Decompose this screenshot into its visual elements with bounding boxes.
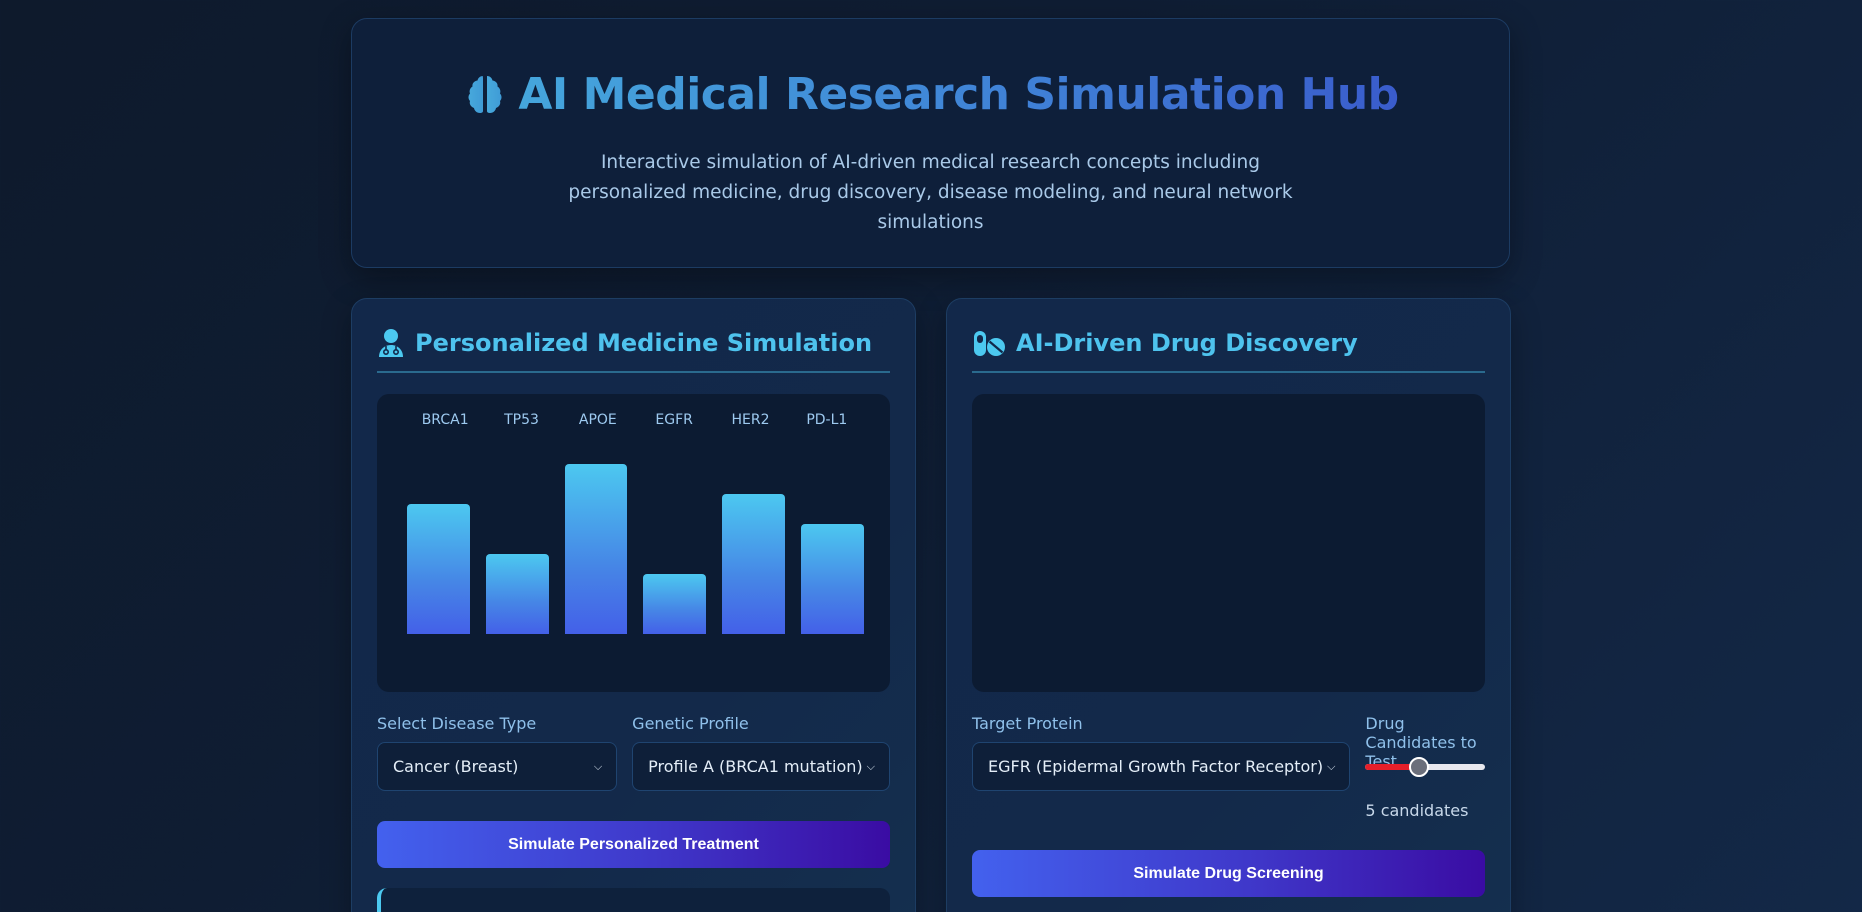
disease-type-select[interactable]: Cancer (Breast) ⌵ <box>377 742 618 791</box>
drug-controls: Target Protein EGFR (Epidermal Growth Fa… <box>972 714 1485 820</box>
simulation-grid: Personalized Medicine Simulation BRCA1 T… <box>351 298 1511 912</box>
page-subtitle: Interactive simulation of AI-driven medi… <box>568 151 1293 233</box>
slider-track[interactable] <box>1365 756 1485 777</box>
personalized-medicine-card: Personalized Medicine Simulation BRCA1 T… <box>351 298 916 912</box>
genetic-profile-value: Profile A (BRCA1 mutation) <box>648 757 863 776</box>
disease-type-label: Select Disease Type <box>377 714 537 733</box>
drug-candidates-value: 5 candidates <box>1365 801 1469 820</box>
drug-candidates-group: Drug Candidates to Test 5 candidates <box>1365 714 1485 820</box>
drug-discovery-card: AI-Driven Drug Discovery Target Protein … <box>946 298 1511 912</box>
card-title: AI-Driven Drug Discovery <box>1016 328 1358 357</box>
gene-bar <box>564 464 628 634</box>
gene-bar <box>643 574 707 634</box>
gene-label: HER2 <box>731 412 770 428</box>
personalized-controls: Select Disease Type Cancer (Breast) ⌵ Ge… <box>377 714 890 791</box>
genetic-profile-group: Genetic Profile Profile A (BRCA1 mutatio… <box>632 714 890 791</box>
card-header: Personalized Medicine Simulation <box>377 324 890 373</box>
gene-label: BRCA1 <box>421 412 469 428</box>
gene-labels: BRCA1 TP53 APOE EGFR HER2 PD-L1 <box>377 412 890 428</box>
slider-thumb[interactable] <box>1408 756 1429 777</box>
target-protein-group: Target Protein EGFR (Epidermal Growth Fa… <box>972 714 1351 820</box>
target-protein-label: Target Protein <box>972 714 1083 733</box>
gene-label: EGFR <box>655 412 693 428</box>
card-title: Personalized Medicine Simulation <box>415 328 873 357</box>
simulate-treatment-button[interactable]: Simulate Personalized Treatment <box>377 821 890 868</box>
user-doctor-icon <box>379 328 403 357</box>
disease-type-value: Cancer (Breast) <box>393 757 519 776</box>
gene-label: TP53 <box>504 412 539 428</box>
gene-label: APOE <box>578 412 617 428</box>
genetic-profile-label: Genetic Profile <box>632 714 749 733</box>
page-container: AI Medical Research Simulation Hub Inter… <box>351 18 1511 912</box>
page-title: AI Medical Research Simulation Hub <box>462 69 1399 120</box>
chevron-down-icon: ⌵ <box>593 759 603 773</box>
target-protein-select[interactable]: EGFR (Epidermal Growth Factor Receptor) … <box>972 742 1351 791</box>
treatment-result-box <box>377 888 890 912</box>
gene-bar <box>722 494 786 634</box>
drug-candidates-label: Drug Candidates to Test <box>1365 714 1477 771</box>
chevron-down-icon: ⌵ <box>866 759 875 773</box>
gene-bar <box>485 554 549 634</box>
simulate-drug-screening-button[interactable]: Simulate Drug Screening <box>972 850 1485 897</box>
title-text: AI Medical Research Simulation Hub <box>518 69 1399 120</box>
molecule-visualization <box>972 394 1485 692</box>
genetic-profile-select[interactable]: Profile A (BRCA1 mutation) ⌵ <box>632 742 890 791</box>
brain-icon <box>468 75 502 113</box>
hero-header: AI Medical Research Simulation Hub Inter… <box>351 18 1510 268</box>
drug-candidates-slider[interactable] <box>1365 742 1485 791</box>
chevron-down-icon: ⌵ <box>1327 759 1336 773</box>
gene-bars <box>407 434 864 634</box>
gene-bar <box>407 504 470 634</box>
gene-label: PD-L1 <box>806 412 848 428</box>
gene-bar <box>801 524 864 634</box>
card-header: AI-Driven Drug Discovery <box>972 324 1485 373</box>
pills-icon <box>974 330 1005 356</box>
slider-fill <box>1365 763 1419 770</box>
target-protein-value: EGFR (Epidermal Growth Factor Receptor) <box>988 757 1324 776</box>
disease-type-group: Select Disease Type Cancer (Breast) ⌵ <box>377 714 618 791</box>
gene-expression-chart: BRCA1 TP53 APOE EGFR HER2 PD-L1 <box>377 394 890 692</box>
